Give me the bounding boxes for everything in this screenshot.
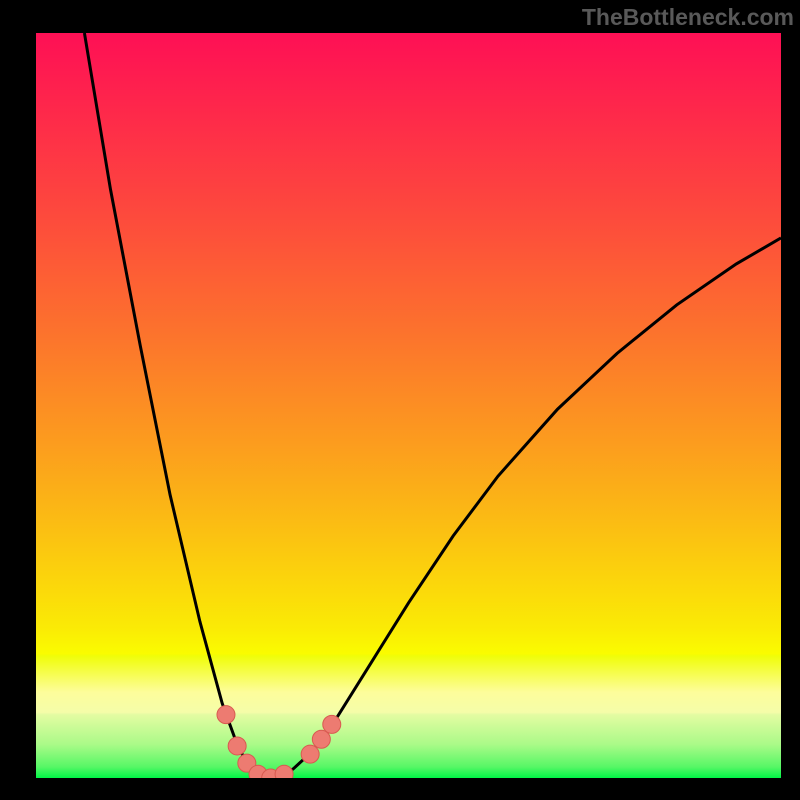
chart-marker <box>275 765 293 778</box>
bottleneck-curve <box>84 33 781 778</box>
chart-marker <box>228 737 246 755</box>
chart-markers <box>217 706 341 778</box>
chart-plot-area <box>36 33 781 778</box>
chart-marker <box>312 730 330 748</box>
watermark-text: TheBottleneck.com <box>582 4 794 31</box>
chart-curve-layer <box>36 33 781 778</box>
chart-marker <box>323 715 341 733</box>
chart-marker <box>301 745 319 763</box>
chart-marker <box>217 706 235 724</box>
